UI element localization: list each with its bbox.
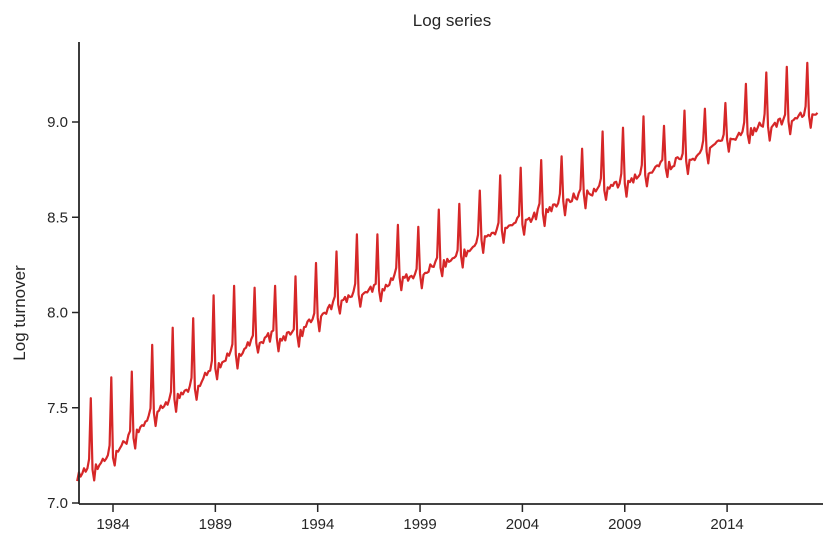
y-tick-label: 7.0 — [47, 495, 68, 512]
y-axis: 7.0 7.5 8.0 8.5 9.0 — [47, 42, 80, 512]
log-series-line — [76, 61, 819, 482]
x-axis: 1984 1989 1994 1999 2004 2009 2014 — [79, 503, 823, 533]
y-tick-label: 8.0 — [47, 305, 68, 322]
x-tick-label: 1984 — [96, 516, 129, 533]
y-tick-label: 9.0 — [47, 114, 68, 131]
x-tick-label: 1999 — [403, 516, 436, 533]
x-tick-label: 2014 — [710, 516, 743, 533]
chart-title: Log series — [413, 11, 491, 30]
x-tick-label: 1989 — [199, 516, 232, 533]
y-axis-label: Log turnover — [10, 265, 29, 361]
x-tick-label: 2009 — [608, 516, 641, 533]
x-tick-label: 2004 — [506, 516, 539, 533]
y-tick-label: 8.5 — [47, 209, 68, 226]
y-tick-label: 7.5 — [47, 400, 68, 417]
x-tick-label: 1994 — [301, 516, 334, 533]
